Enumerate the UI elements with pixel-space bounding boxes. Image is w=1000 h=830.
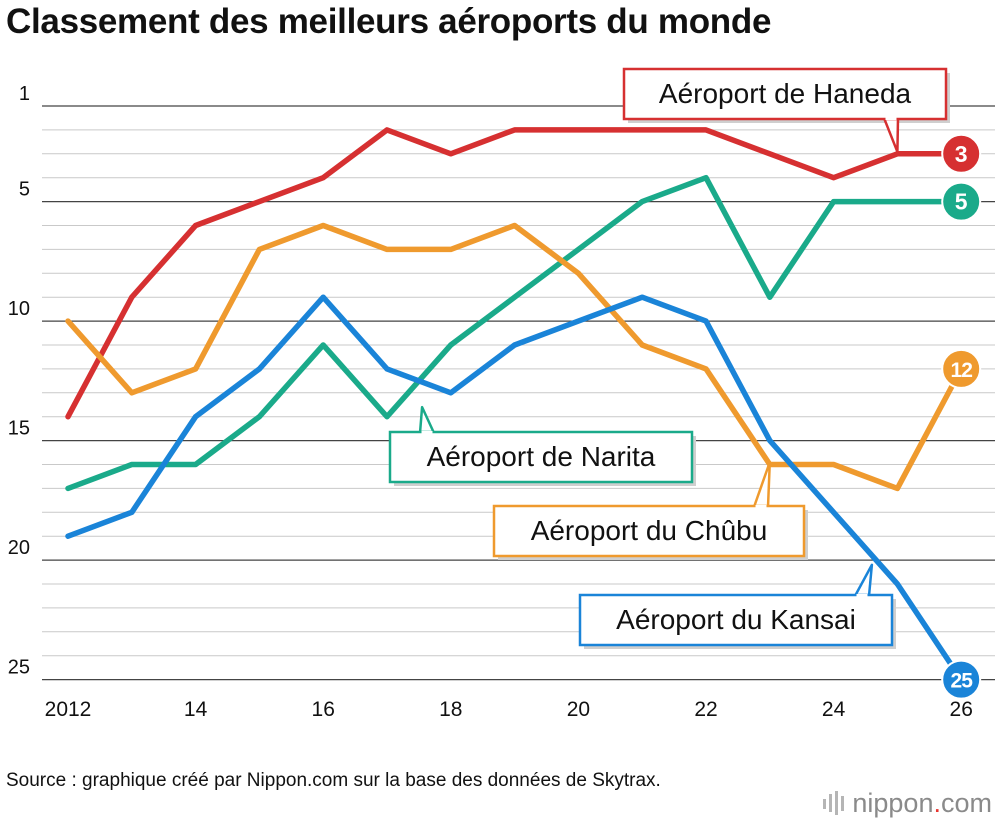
end-badge-label: 5 — [955, 189, 968, 215]
x-tick-label: 20 — [567, 698, 590, 721]
y-tick-label: 25 — [8, 657, 30, 679]
grid-lines — [42, 105, 995, 681]
y-tick-label: 15 — [8, 418, 30, 440]
x-tick-label: 26 — [950, 698, 973, 721]
x-tick-label: 24 — [822, 698, 846, 721]
end-badge-circle — [941, 133, 982, 174]
callout-box — [622, 67, 948, 121]
end-badge-circle — [941, 181, 982, 222]
chart-title: Classement des meilleurs aéroports du mo… — [6, 2, 772, 41]
x-tick-label: 18 — [439, 698, 462, 721]
series-callout: Aéroport du Chûbu — [492, 460, 808, 560]
logo-tld: com — [940, 788, 992, 818]
callout-pointer — [853, 563, 874, 598]
logo-main: nippon — [852, 788, 934, 818]
callout-box — [388, 430, 694, 484]
nippon-logo: nippon.com — [822, 788, 992, 819]
source-note: Source : graphique créé par Nippon.com s… — [6, 770, 661, 791]
series-lines — [65, 127, 964, 683]
end-badge-circle — [941, 659, 982, 700]
end-badge-label: 25 — [951, 670, 974, 693]
callout-join — [885, 116, 897, 120]
series-line — [65, 294, 964, 683]
series-callout: Aéroport de Haneda — [622, 67, 950, 154]
series-name-label: Aéroport de Narita — [427, 441, 656, 472]
callout-join — [755, 505, 767, 509]
series-callout: Aéroport du Kansai — [578, 563, 896, 649]
series-end-labels: 3 5 12 25 — [941, 133, 982, 700]
series-callouts: Aéroport de Haneda Aéroport de Narita Aéro… — [388, 67, 950, 649]
series-callout: Aéroport de Narita — [388, 405, 696, 486]
callout-join — [856, 594, 868, 598]
y-tick-label: 20 — [8, 537, 30, 559]
y-tick-label: 1 — [19, 83, 30, 105]
x-tick-label: 16 — [312, 698, 335, 721]
y-tick-label: 10 — [8, 298, 30, 320]
series-end-badge: 3 — [941, 133, 982, 174]
x-tick-label: 2012 — [45, 698, 92, 721]
x-tick-label: 14 — [184, 698, 208, 721]
callout-pointer — [752, 460, 772, 509]
series-line — [65, 127, 964, 420]
callout-box — [578, 593, 894, 647]
callout-box — [492, 504, 806, 558]
callout-pointer — [418, 405, 436, 435]
series-name-label: Aéroport du Chûbu — [531, 515, 768, 546]
logo-bars-icon — [823, 791, 845, 815]
end-badge-label: 12 — [951, 359, 973, 382]
series-name-label: Aéroport de Haneda — [659, 78, 912, 109]
end-badge-circle — [941, 348, 982, 389]
y-tick-label: 5 — [19, 179, 30, 201]
series-line — [65, 222, 964, 492]
logo-dot: . — [933, 788, 941, 818]
series-line — [65, 174, 964, 492]
x-tick-label: 22 — [694, 698, 717, 721]
callout-join — [421, 431, 433, 435]
series-end-badge: 25 — [941, 659, 982, 700]
series-end-badge: 5 — [941, 181, 982, 222]
callout-pointer — [882, 116, 900, 154]
series-end-badge: 12 — [941, 348, 982, 389]
series-name-label: Aéroport du Kansai — [616, 604, 856, 635]
end-badge-label: 3 — [955, 141, 968, 167]
x-axis-ticks: 2012 14 16 18 20 22 24 26 — [45, 698, 973, 721]
